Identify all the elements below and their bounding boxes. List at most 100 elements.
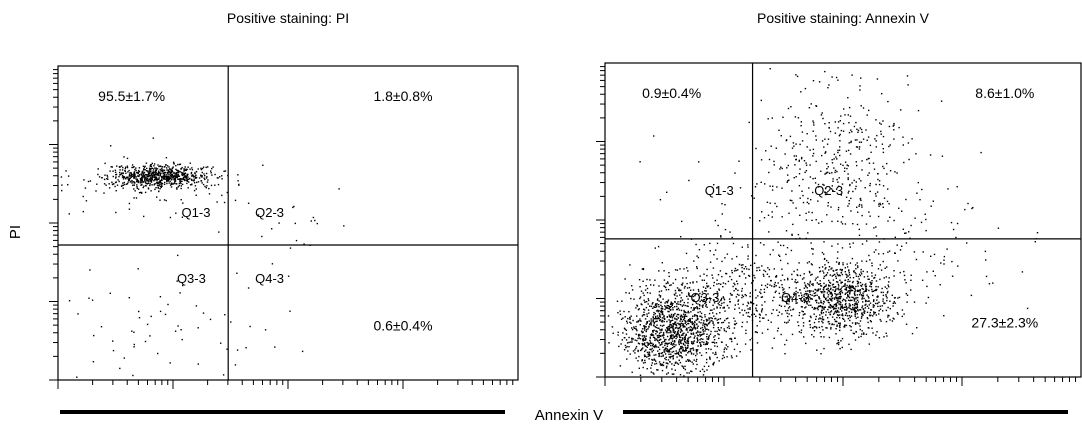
scatter-point	[662, 313, 664, 316]
scatter-point	[650, 367, 652, 369]
scatter-point	[160, 169, 163, 171]
scatter-point	[675, 324, 677, 326]
scatter-point	[678, 338, 681, 341]
scatter-point	[689, 320, 691, 322]
scatter-point	[644, 342, 646, 344]
scatter-point	[150, 170, 152, 172]
scatter-point	[139, 182, 142, 184]
scatter-point	[739, 187, 742, 189]
scatter-point	[120, 165, 123, 167]
scatter-point	[130, 180, 132, 183]
scatter-point	[666, 302, 669, 304]
scatter-point	[204, 185, 206, 188]
scatter-point	[816, 282, 818, 284]
scatter-point	[684, 338, 686, 340]
scatter-point	[818, 302, 820, 304]
scatter-point	[686, 339, 688, 342]
scatter-point	[641, 348, 643, 350]
scatter-point	[699, 331, 702, 333]
axis-ticks-annexin	[596, 66, 1077, 386]
scatter-point	[655, 306, 657, 308]
scatter-point	[862, 301, 864, 303]
scatter-point	[133, 343, 135, 346]
scatter-point	[803, 301, 806, 304]
scatter-point	[163, 171, 166, 174]
scatter-point	[631, 285, 633, 287]
scatter-point	[626, 345, 628, 348]
scatter-point	[636, 321, 638, 323]
scatter-point	[864, 290, 867, 292]
scatter-point	[654, 339, 656, 342]
scatter-point	[694, 320, 696, 323]
scatter-point	[711, 320, 713, 322]
scatter-point	[787, 315, 789, 318]
scatter-point	[722, 307, 724, 309]
scatter-point	[845, 150, 848, 152]
scatter-point	[827, 299, 830, 301]
scatter-point	[839, 268, 841, 271]
scatter-point	[865, 260, 868, 262]
scatter-point	[620, 343, 622, 345]
scatter-point	[83, 179, 85, 181]
scatter-point	[100, 326, 103, 328]
scatter-point	[821, 307, 823, 309]
scatter-point	[861, 298, 863, 300]
scatter-point	[879, 308, 882, 310]
scatter-point	[672, 334, 674, 336]
scatter-point	[813, 326, 816, 328]
scatter-point	[852, 285, 854, 288]
scatter-point	[874, 289, 876, 292]
scatter-point	[794, 116, 797, 118]
scatter-point	[766, 286, 768, 289]
scatter-point	[184, 179, 186, 182]
scatter-point	[696, 255, 698, 257]
scatter-point	[721, 297, 723, 300]
scatter-point	[661, 352, 663, 354]
scatter-point	[211, 174, 213, 176]
scatter-point	[829, 303, 831, 306]
scatter-point	[674, 312, 676, 315]
scatter-point	[158, 185, 160, 187]
scatter-point	[694, 328, 697, 330]
scatter-point	[882, 253, 885, 255]
scatter-point	[835, 288, 837, 290]
scatter-point	[666, 320, 668, 323]
scatter-point	[656, 315, 659, 317]
scatter-point	[760, 159, 763, 161]
scatter-point	[861, 297, 864, 299]
scatter-point	[733, 290, 735, 292]
scatter-point	[878, 310, 880, 312]
scatter-point	[205, 166, 207, 169]
scatter-point	[165, 171, 167, 174]
scatter-point	[856, 164, 858, 167]
scatter-point	[661, 334, 664, 336]
scatter-point	[827, 166, 829, 168]
scatter-point	[684, 285, 686, 288]
scatter-point	[184, 175, 186, 177]
scatter-point	[826, 171, 828, 174]
scatter-point	[672, 342, 675, 345]
scatter-point	[677, 301, 679, 303]
scatter-point	[699, 275, 701, 277]
scatter-point	[661, 310, 664, 313]
scatter-point	[660, 355, 662, 358]
scatter-point	[853, 300, 856, 302]
scatter-point	[123, 176, 125, 178]
scatter-point	[771, 211, 773, 213]
scatter-point	[221, 178, 223, 180]
scatter-point	[888, 125, 891, 128]
scatter-point	[878, 313, 880, 315]
scatter-point	[878, 205, 880, 207]
scatter-point	[887, 290, 889, 293]
scatter-point	[645, 335, 647, 337]
scatter-point	[835, 305, 838, 307]
scatter-point	[644, 361, 646, 364]
scatter-point	[795, 176, 797, 178]
scatter-point	[845, 196, 848, 198]
scatter-point	[807, 283, 809, 285]
scatter-point	[853, 270, 855, 272]
scatter-point	[826, 168, 828, 170]
scatter-point	[681, 315, 683, 317]
scatter-point	[112, 340, 114, 342]
scatter-point	[106, 174, 108, 177]
